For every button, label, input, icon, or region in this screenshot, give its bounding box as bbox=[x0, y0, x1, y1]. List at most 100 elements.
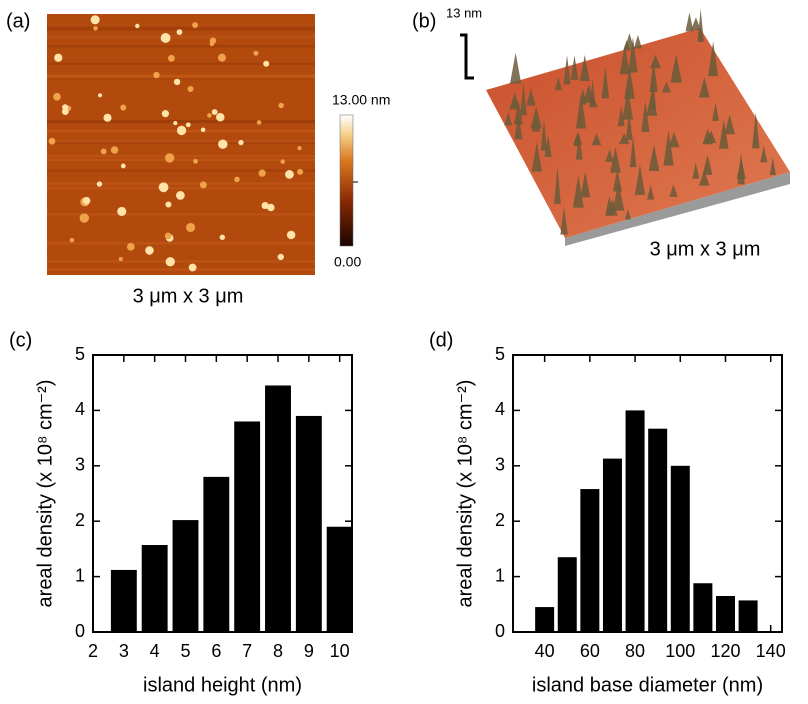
island bbox=[278, 103, 283, 108]
island bbox=[212, 109, 218, 115]
island bbox=[120, 105, 126, 111]
surface bbox=[486, 28, 790, 238]
island bbox=[153, 72, 159, 78]
island bbox=[117, 207, 126, 216]
island bbox=[218, 54, 226, 62]
island bbox=[173, 121, 177, 125]
island bbox=[234, 177, 240, 183]
island bbox=[162, 110, 169, 117]
bar bbox=[739, 600, 758, 632]
bar bbox=[296, 416, 322, 632]
island bbox=[165, 153, 174, 162]
island bbox=[53, 93, 61, 101]
island bbox=[54, 54, 62, 62]
island bbox=[127, 243, 135, 251]
bar bbox=[142, 545, 168, 632]
streak bbox=[47, 45, 315, 47]
panel-b: (b) 13 nm 3 μm x 3 μm bbox=[412, 5, 790, 260]
streak bbox=[47, 75, 315, 78]
panel-label: (a) bbox=[6, 10, 30, 32]
island bbox=[159, 182, 169, 192]
y-tick-label: 4 bbox=[75, 399, 85, 419]
bar bbox=[111, 570, 137, 632]
island bbox=[168, 55, 175, 62]
x-tick-label: 6 bbox=[211, 641, 221, 661]
island bbox=[218, 139, 227, 148]
island bbox=[176, 191, 185, 200]
panel-label: (d) bbox=[429, 329, 453, 351]
island bbox=[121, 164, 126, 169]
y-tick-label: 0 bbox=[75, 621, 85, 641]
island bbox=[297, 146, 301, 150]
island bbox=[165, 233, 172, 240]
y-tick-label: 3 bbox=[75, 455, 85, 475]
spike bbox=[510, 53, 521, 84]
streak bbox=[47, 35, 315, 39]
bar bbox=[327, 527, 353, 632]
island bbox=[70, 238, 74, 242]
bar bbox=[626, 410, 645, 632]
island bbox=[192, 22, 198, 28]
bar bbox=[671, 466, 690, 632]
x-tick-label: 9 bbox=[304, 641, 314, 661]
x-tick-label: 8 bbox=[273, 641, 283, 661]
x-tick-label: 80 bbox=[625, 641, 645, 661]
x-tick-label: 10 bbox=[330, 641, 350, 661]
panel-label: (c) bbox=[9, 329, 32, 351]
y-tick-label: 3 bbox=[495, 455, 505, 475]
island bbox=[238, 140, 243, 145]
caption: 3 μm x 3 μm bbox=[650, 238, 761, 260]
island bbox=[93, 26, 97, 30]
island bbox=[259, 170, 266, 177]
afm-image bbox=[47, 14, 315, 275]
x-tick-label: 2 bbox=[88, 641, 98, 661]
x-tick-label: 40 bbox=[535, 641, 555, 661]
island bbox=[165, 201, 171, 207]
y-tick-label: 5 bbox=[75, 344, 85, 364]
y-axis-title: areal density (x 10⁸ cm⁻²) bbox=[34, 380, 56, 608]
caption: 3 μm x 3 μm bbox=[133, 285, 244, 307]
x-tick-label: 4 bbox=[150, 641, 160, 661]
streak bbox=[47, 260, 315, 262]
bar bbox=[173, 520, 199, 632]
x-axis-title: island base diameter (nm) bbox=[532, 674, 763, 696]
island bbox=[49, 138, 56, 145]
streak bbox=[47, 182, 315, 183]
streak bbox=[47, 242, 315, 244]
island bbox=[297, 169, 303, 175]
island bbox=[207, 113, 212, 118]
island bbox=[278, 254, 284, 260]
island bbox=[177, 126, 186, 135]
island bbox=[220, 235, 225, 240]
figure: (a) 13.00 nm 0.00 3 μm x 3 μm (b) 13 nm … bbox=[0, 0, 808, 699]
streak bbox=[47, 63, 315, 65]
island bbox=[83, 197, 91, 205]
island bbox=[186, 122, 191, 127]
island bbox=[216, 113, 225, 122]
island bbox=[280, 159, 285, 164]
x-axis-title: island height (nm) bbox=[143, 674, 302, 696]
island bbox=[119, 257, 123, 261]
x-tick-label: 3 bbox=[119, 641, 129, 661]
island bbox=[193, 159, 198, 164]
island bbox=[174, 79, 180, 85]
bar bbox=[603, 459, 622, 632]
island bbox=[91, 15, 100, 24]
y-tick-label: 4 bbox=[495, 399, 505, 419]
bar bbox=[265, 385, 291, 632]
x-tick-label: 7 bbox=[242, 641, 252, 661]
y-tick-label: 2 bbox=[75, 510, 85, 530]
bar bbox=[558, 557, 577, 632]
x-tick-label: 5 bbox=[180, 641, 190, 661]
island bbox=[111, 146, 118, 153]
bar bbox=[693, 583, 712, 632]
y-tick-label: 1 bbox=[495, 565, 505, 585]
y-tick-label: 0 bbox=[495, 621, 505, 641]
streak bbox=[47, 155, 315, 157]
island bbox=[253, 51, 258, 56]
island bbox=[210, 42, 215, 47]
island bbox=[62, 104, 68, 110]
bar bbox=[203, 477, 229, 632]
island bbox=[135, 24, 139, 28]
island bbox=[189, 264, 197, 272]
